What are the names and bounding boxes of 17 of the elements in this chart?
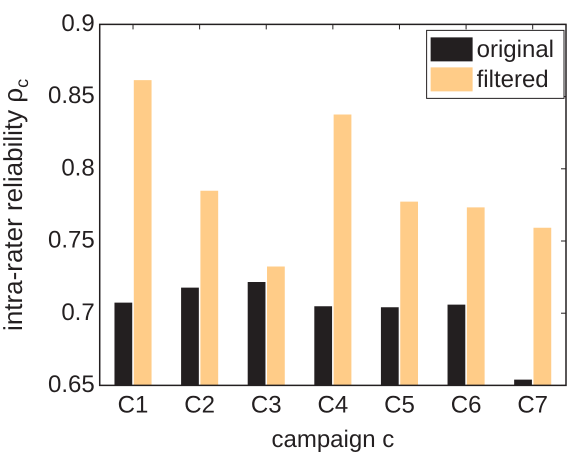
y-tick-label: 0.75 bbox=[48, 226, 95, 254]
y-tick-label: 0.9 bbox=[61, 10, 95, 38]
x-tick-label: C7 bbox=[517, 391, 548, 418]
y-tick-label: 0.65 bbox=[48, 371, 95, 398]
x-tick-label: C6 bbox=[450, 391, 482, 418]
x-tick-label: C5 bbox=[384, 391, 415, 418]
y-axis-title: intra-rater reliability ρc bbox=[0, 78, 32, 331]
y-tick-label: 0.85 bbox=[48, 82, 95, 110]
x-tick-label: C3 bbox=[250, 391, 282, 418]
x-tick-label: C2 bbox=[184, 391, 215, 418]
y-tick-label: 0.7 bbox=[61, 298, 95, 326]
legend-label: original bbox=[476, 36, 554, 64]
y-tick-label: 0.8 bbox=[61, 154, 95, 182]
legend-label: filtered bbox=[476, 66, 549, 94]
x-tick-label: C4 bbox=[318, 391, 348, 418]
x-axis-title: campaign c bbox=[271, 426, 394, 454]
x-tick-label: C1 bbox=[118, 391, 148, 418]
